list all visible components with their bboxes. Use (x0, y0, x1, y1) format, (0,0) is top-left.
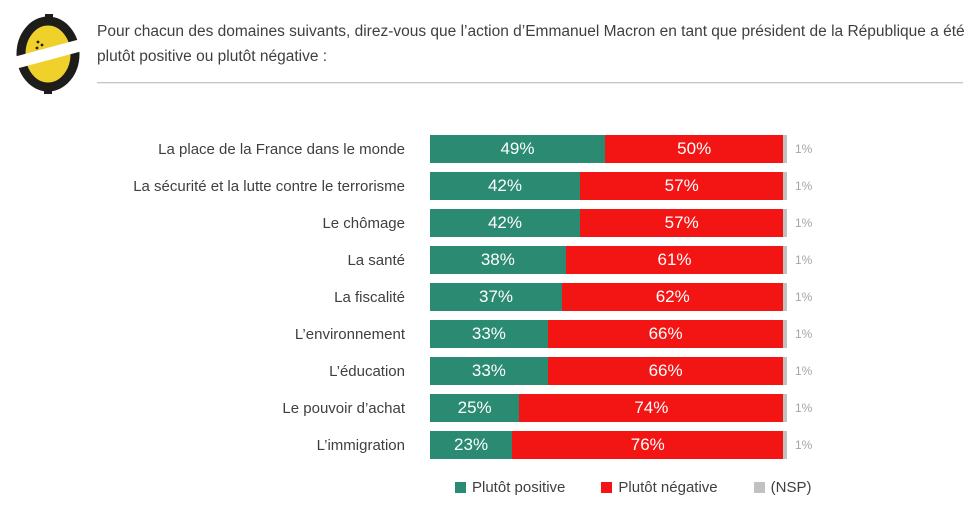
bar-track: 23% 76% (430, 431, 787, 459)
bar-track: 38% 61% (430, 246, 787, 274)
chart-row: L’environnement 33% 66% 1% (100, 320, 812, 348)
nsp-value-label: 1% (795, 216, 813, 230)
bar-segment-nsp (783, 172, 787, 200)
category-label: L’immigration (316, 436, 405, 454)
bar-segment-nsp (783, 209, 787, 237)
bar-segment-positive: 42% (430, 172, 580, 200)
bar-segment-negative: 74% (519, 394, 784, 422)
bar-track: 49% 50% (430, 135, 787, 163)
bar-segment-nsp (783, 394, 787, 422)
chart-row: L’éducation 33% 66% 1% (100, 357, 812, 385)
chart-row: La sécurité et la lutte contre le terror… (100, 172, 812, 200)
category-label: Le chômage (322, 214, 405, 232)
category-label: Le pouvoir d’achat (282, 399, 405, 417)
bar-segment-nsp (783, 246, 787, 274)
legend-item: Plutôt positive (455, 479, 565, 496)
bar-track: 37% 62% (430, 283, 787, 311)
legend-item: (NSP) (753, 479, 812, 496)
nsp-value-label: 1% (795, 327, 813, 341)
bar-segment-nsp (783, 135, 787, 163)
bar-segment-negative: 62% (562, 283, 784, 311)
chart-row: L’immigration 23% 76% 1% (100, 431, 812, 459)
bar-segment-negative: 66% (547, 320, 784, 348)
category-label: La sécurité et la lutte contre le terror… (133, 177, 405, 195)
bar-segment-positive: 49% (430, 135, 605, 163)
category-label: La santé (347, 251, 405, 269)
bar-segment-positive: 23% (430, 431, 513, 459)
bar-segment-negative: 61% (565, 246, 784, 274)
category-label: La place de la France dans le monde (158, 140, 405, 158)
bar-segment-positive: 38% (430, 246, 566, 274)
bar-segment-nsp (783, 283, 787, 311)
bar-track: 42% 57% (430, 172, 787, 200)
question-title: Pour chacun des domaines suivants, direz… (97, 23, 965, 65)
chart-row: Le pouvoir d’achat 25% 74% 1% (100, 394, 812, 422)
bar-track: 42% 57% (430, 209, 787, 237)
chart-row: La place de la France dans le monde 49% 50… (100, 135, 812, 163)
legend-swatch-icon (753, 482, 765, 493)
bar-segment-positive: 37% (430, 283, 563, 311)
nsp-value-label: 1% (795, 364, 813, 378)
chart-row: Le chômage 42% 57% 1% (100, 209, 812, 237)
stacked-bar-chart: La place de la France dans le monde 49% 50… (100, 135, 812, 468)
nsp-value-label: 1% (795, 179, 813, 193)
bar-segment-nsp (783, 431, 787, 459)
brand-logo (7, 12, 89, 96)
bar-track: 33% 66% (430, 357, 787, 385)
bar-segment-positive: 25% (430, 394, 520, 422)
bar-segment-negative: 76% (512, 431, 784, 459)
oval-slash-logo-icon (7, 14, 89, 94)
category-label: L’environnement (294, 325, 405, 343)
legend-swatch-icon (455, 482, 466, 493)
nsp-value-label: 1% (795, 290, 813, 304)
bar-segment-negative: 57% (579, 172, 784, 200)
chart-row: La fiscalité 37% 62% 1% (100, 283, 812, 311)
nsp-value-label: 1% (795, 438, 813, 452)
bar-track: 33% 66% (430, 320, 787, 348)
legend-swatch-icon (601, 482, 613, 493)
bar-segment-positive: 33% (430, 320, 548, 348)
bar-segment-nsp (783, 320, 787, 348)
bar-segment-negative: 50% (604, 135, 784, 163)
legend-item: Plutôt négative (601, 479, 718, 496)
bar-segment-positive: 42% (430, 209, 580, 237)
chart-row: La santé 38% 61% 1% (100, 246, 812, 274)
title-divider (97, 82, 963, 84)
bar-segment-negative: 66% (547, 357, 784, 385)
nsp-value-label: 1% (795, 253, 813, 267)
legend-label: (NSP) (770, 479, 812, 496)
nsp-value-label: 1% (795, 142, 813, 156)
legend-label: Plutôt positive (472, 479, 566, 496)
bar-segment-positive: 33% (430, 357, 548, 385)
legend-label: Plutôt négative (618, 479, 718, 496)
chart-legend: Plutôt positive Plutôt négative (NSP) (455, 479, 811, 496)
category-label: L’éducation (329, 362, 405, 380)
bar-segment-nsp (783, 357, 787, 385)
category-label: La fiscalité (334, 288, 405, 306)
bar-segment-negative: 57% (579, 209, 784, 237)
bar-track: 25% 74% (430, 394, 787, 422)
nsp-value-label: 1% (795, 401, 813, 415)
